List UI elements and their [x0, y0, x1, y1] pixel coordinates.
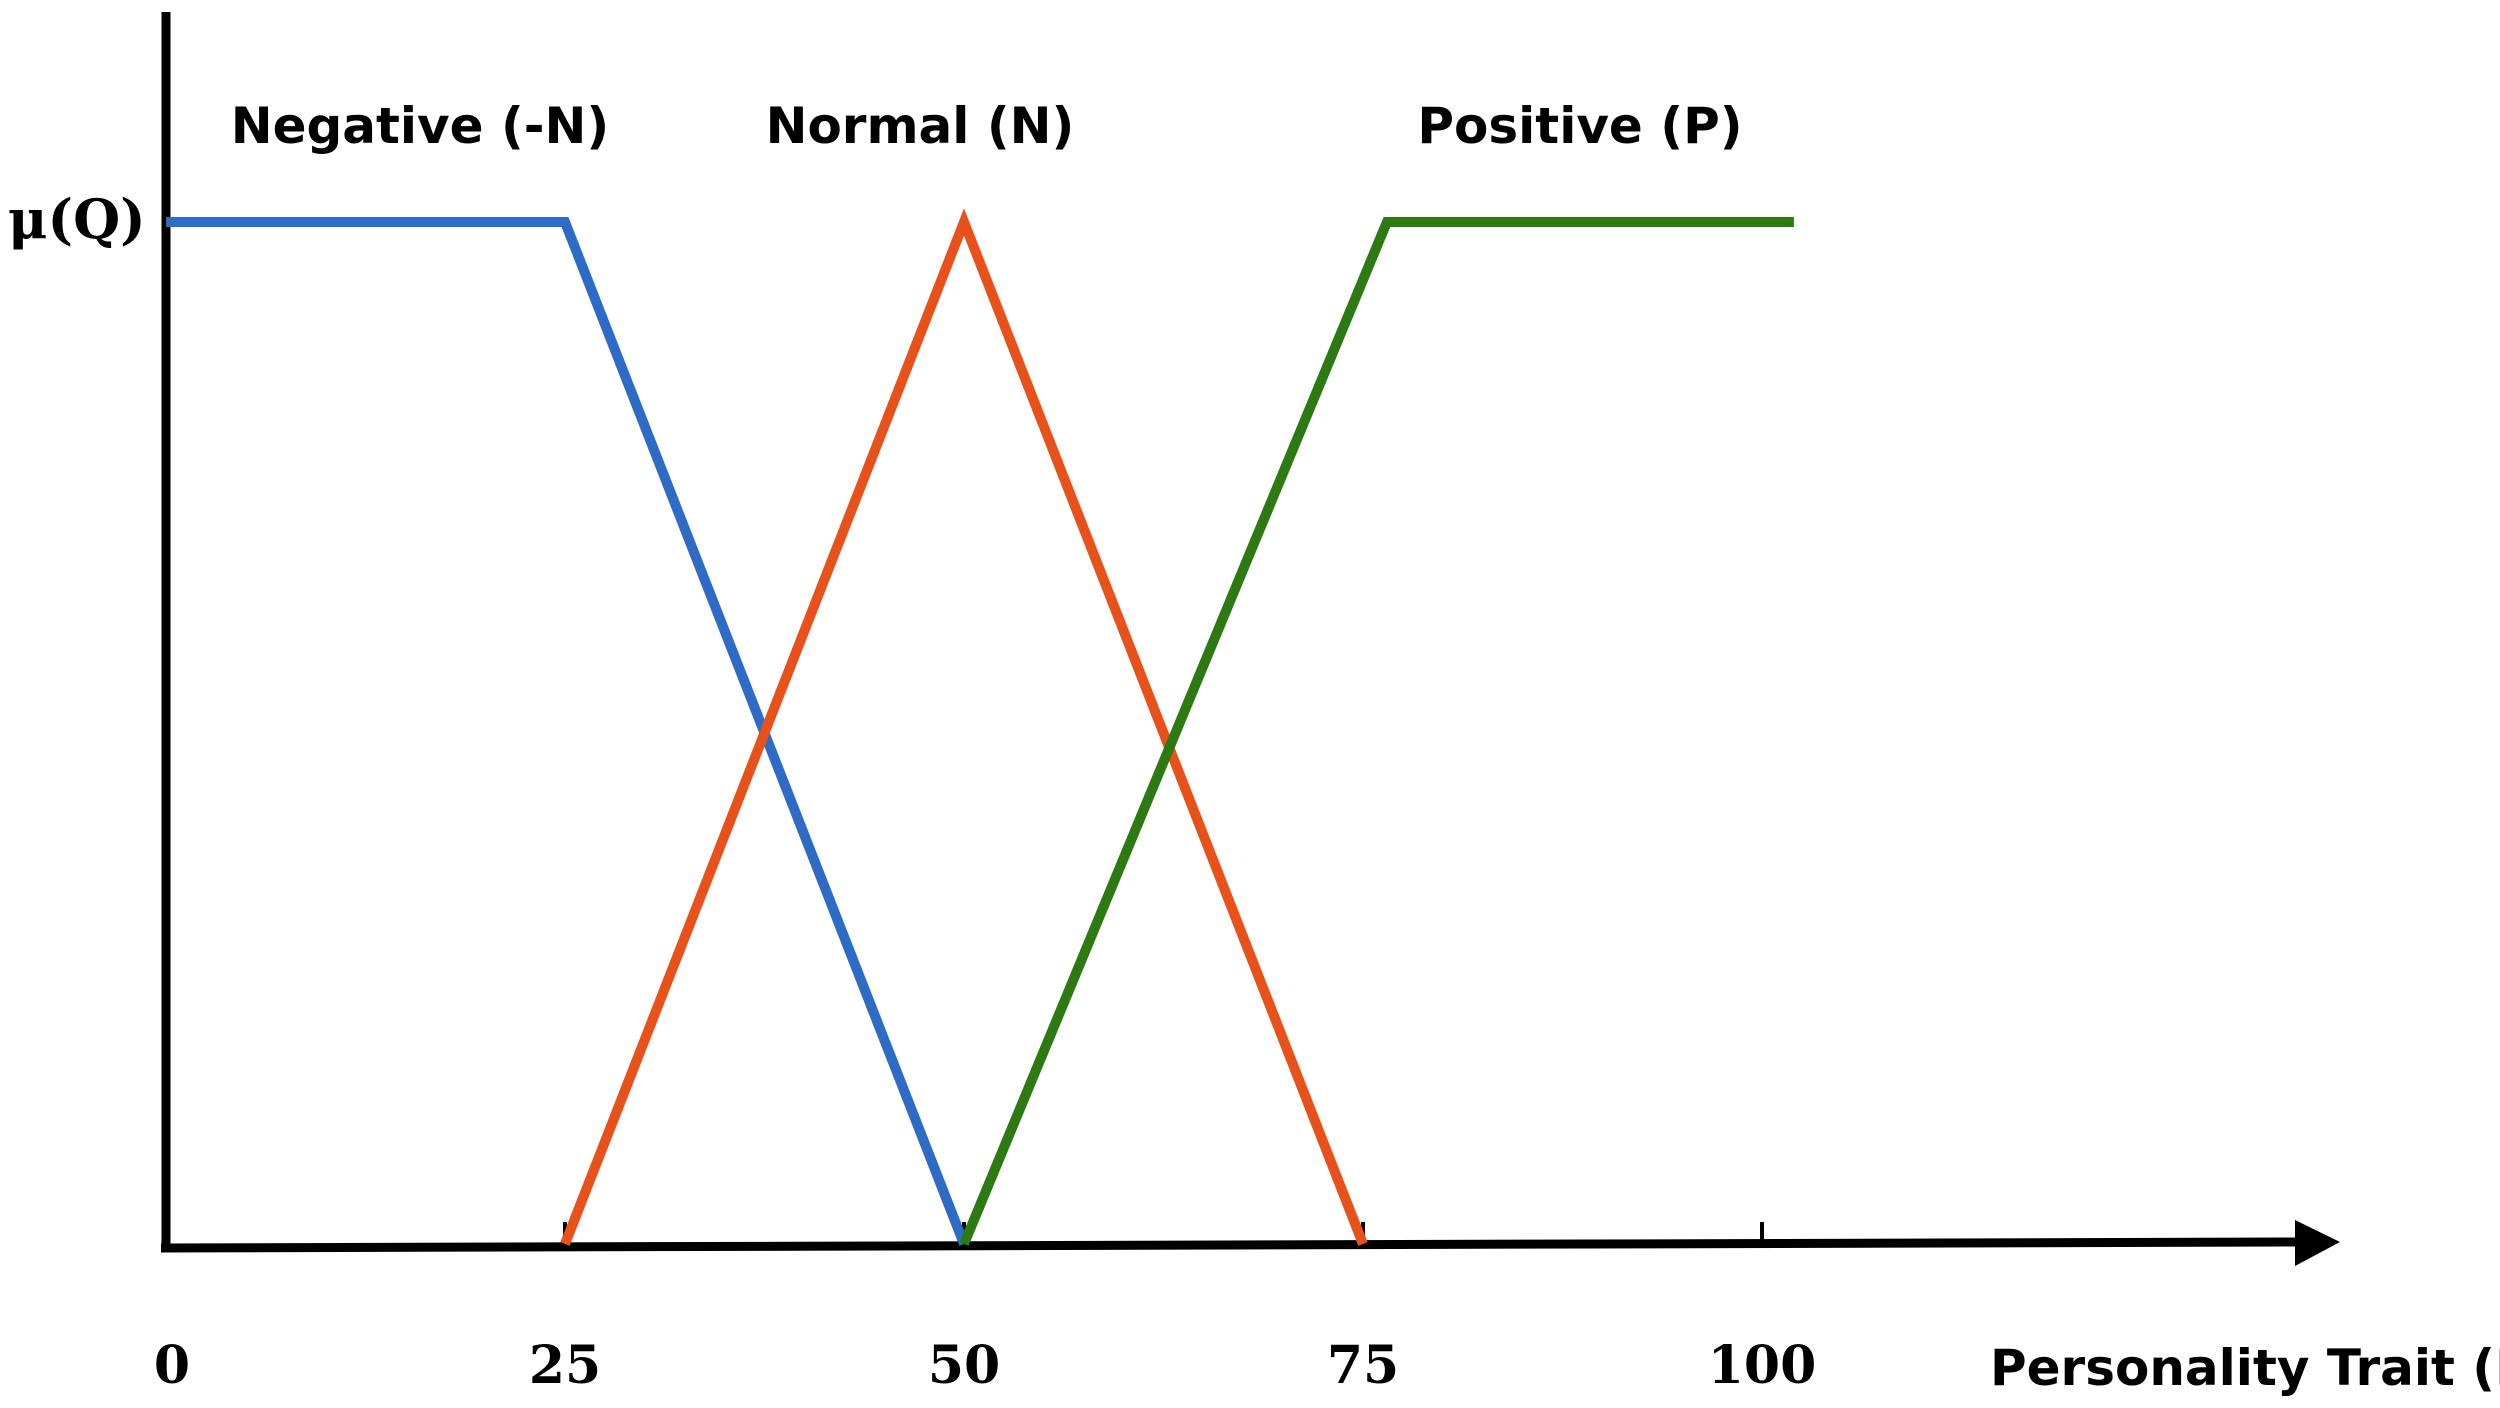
series-line — [166, 217, 969, 1246]
series-line — [560, 208, 1368, 1246]
series-lines — [166, 208, 1794, 1246]
x-tick-label: 100 — [1708, 1335, 1817, 1396]
x-tick-label: 75 — [1327, 1335, 1399, 1396]
series-label: Positive (P) — [1417, 97, 1742, 155]
x-axis-arrowhead-icon — [2295, 1220, 2340, 1266]
x-tick-label: 25 — [529, 1335, 601, 1396]
x-tick-label: 0 — [154, 1335, 190, 1396]
series-line — [959, 217, 1794, 1246]
series-label: Negative (-N) — [231, 97, 610, 155]
x-axis — [160, 1237, 2306, 1253]
x-tick-label: 50 — [928, 1335, 1000, 1396]
series-labels: Negative (-N) Normal (N) Positive (P) — [231, 97, 1743, 155]
y-axis-label: μ(Q) — [8, 187, 146, 251]
x-axis-label: Personality Trait (R) — [1990, 1339, 2500, 1397]
series-label: Normal (N) — [766, 97, 1075, 155]
